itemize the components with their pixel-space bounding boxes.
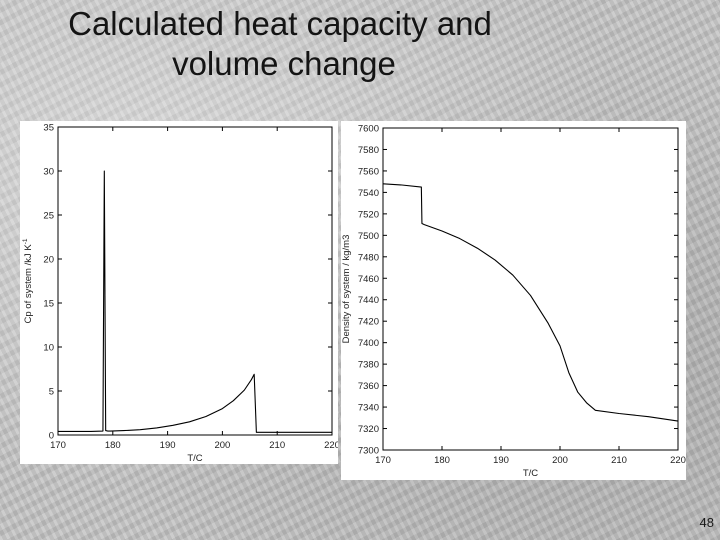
density-chart-y-tick-label: 7580	[358, 145, 379, 156]
density-chart-x-tick-label: 200	[552, 455, 568, 466]
density-chart-x-tick-label: 190	[493, 455, 509, 466]
density-chart-y-tick-label: 7440	[358, 295, 379, 306]
density-chart-panel: 170 180 190 200 210 220 7300 7320 7340 7360 7380 74…	[341, 121, 686, 480]
cp-chart-y-tick-label: 15	[43, 299, 54, 310]
cp-chart-x-tick-label: 180	[105, 440, 121, 451]
density-chart-y-tick-label: 7360	[358, 381, 379, 392]
density-chart-y-tick-label: 7300	[358, 446, 379, 457]
density-chart-x-tick-label: 220	[670, 455, 686, 466]
density-chart-series-line-0	[382, 183, 679, 422]
density-chart-y-tick-label: 7520	[358, 209, 379, 220]
cp-chart-y-tick-label: 0	[49, 431, 54, 442]
cp-chart-x-tick-label: 220	[324, 440, 338, 451]
density-chart-y-tick-label: 7420	[358, 317, 379, 328]
density-chart-x-tick-label: 170	[375, 455, 391, 466]
cp-chart-y-tick-label: 25	[43, 211, 54, 222]
cp-chart-x-tick-label: 210	[269, 440, 285, 451]
cp-chart-plot-frame	[57, 126, 333, 436]
density-chart: 170 180 190 200 210 220 7300 7320 7340 7360 7380 74…	[341, 124, 686, 480]
density-chart-y-tick-label: 7560	[358, 166, 379, 177]
cp-chart-series-line-0	[58, 170, 332, 433]
cp-chart-y-tick-label: 30	[43, 167, 54, 178]
density-chart-x-axis-label: T/C	[523, 468, 538, 479]
cp-chart-y-tick-label: 35	[43, 123, 54, 134]
cp-chart-y-tick-label: 20	[43, 255, 54, 266]
density-chart-y-tick-label: 7600	[358, 124, 379, 135]
slide-title-line-1: Calculated heat capacity and	[68, 5, 492, 42]
density-chart-y-tick-label: 7400	[358, 338, 379, 349]
density-chart-y-tick-label: 7480	[358, 252, 379, 263]
density-chart-y-tick-label: 7540	[358, 188, 379, 199]
slide-title-line-2: volume change	[172, 45, 396, 82]
density-chart-y-tick-label: 7340	[358, 403, 379, 414]
slide-title: Calculated heat capacity and volume chan…	[0, 4, 560, 84]
cp-chart-y-axis-label: Cp of system /kJ K-1	[22, 238, 34, 323]
density-chart-x-tick-label: 180	[434, 455, 450, 466]
density-chart-plot-frame	[382, 127, 679, 451]
density-chart-y-tick-label: 7380	[358, 360, 379, 371]
cp-chart-x-tick-label: 170	[50, 440, 66, 451]
density-chart-x-tick-label: 210	[611, 455, 627, 466]
heat-capacity-chart-panel: 170 180 190 200 210 220 0 5 10 15 20 25 30 35 T/C Cp of…	[20, 121, 338, 464]
cp-chart-y-tick-label: 5	[49, 387, 54, 398]
cp-chart-x-tick-label: 200	[214, 440, 230, 451]
cp-chart-x-tick-label: 190	[160, 440, 176, 451]
density-chart-y-tick-label: 7500	[358, 231, 379, 242]
cp-chart-y-axis-label-superscript: -1	[22, 238, 29, 244]
density-chart-y-axis-label: Density of system / kg/m3	[341, 235, 352, 344]
heat-capacity-chart: 170 180 190 200 210 220 0 5 10 15 20 25 30 35 T/C Cp of…	[22, 123, 338, 465]
density-chart-y-tick-label: 7460	[358, 274, 379, 285]
cp-chart-y-tick-label: 10	[43, 343, 54, 354]
cp-chart-x-axis-label: T/C	[187, 453, 202, 464]
slide-number: 48	[699, 515, 714, 530]
density-chart-y-tick-label: 7320	[358, 424, 379, 435]
